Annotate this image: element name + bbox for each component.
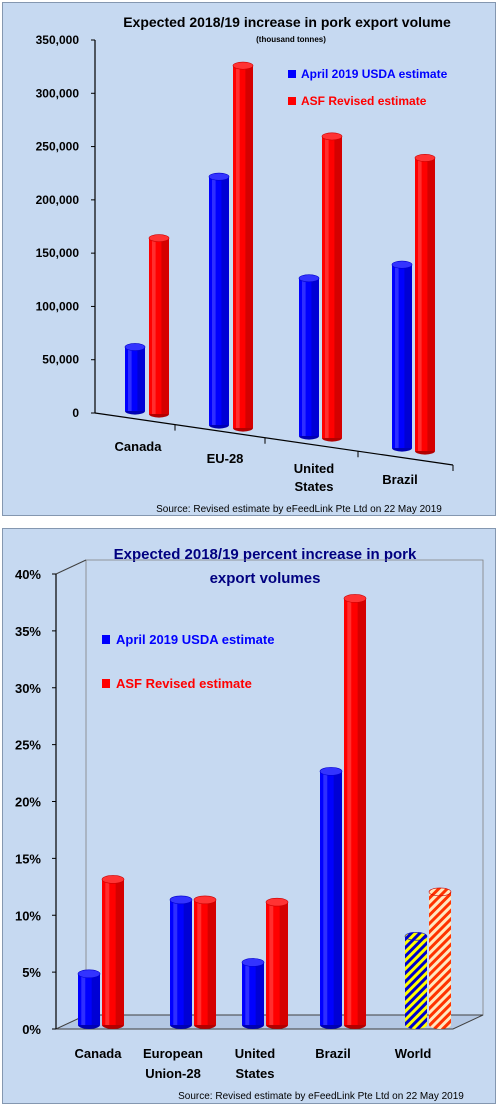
x-category-label: Brazil <box>315 1046 350 1061</box>
x-category-label: Brazil <box>382 472 417 487</box>
bar-usda-united-states <box>241 958 265 1029</box>
legend-label-usda: April 2019 USDA estimate <box>116 632 274 647</box>
x-category-label: United <box>294 461 335 476</box>
bar-asf-european-union-28 <box>193 895 217 1029</box>
bar-asf-united-states <box>265 897 289 1029</box>
y-tick-label: 150,000 <box>36 246 80 260</box>
x-category-label: United <box>235 1046 276 1061</box>
bar-usda-brazil <box>319 767 343 1029</box>
legend-label-asf: ASF Revised estimate <box>116 676 252 691</box>
x-axis-line <box>94 412 454 466</box>
y-tick-label: 100,000 <box>36 299 80 313</box>
bar-asf-brazil <box>343 594 367 1029</box>
y-tick-label: 30% <box>15 681 41 696</box>
x-category-label: Canada <box>115 439 163 454</box>
legend-swatch-asf <box>102 679 110 688</box>
bar-asf-eu-28 <box>232 61 254 432</box>
chart-panel-export-volume: Expected 2018/19 increase in pork export… <box>2 2 496 516</box>
bar-usda-canada <box>77 969 101 1029</box>
x-category-label: World <box>395 1046 432 1061</box>
x-category-label: States <box>294 479 333 494</box>
bar-usda-european-union-28 <box>169 895 193 1029</box>
legend-label-asf: ASF Revised estimate <box>301 94 427 108</box>
x-category-label: EU-28 <box>207 451 244 466</box>
bar-usda-brazil <box>391 260 413 452</box>
export-volume-chart: Expected 2018/19 increase in pork export… <box>36 14 454 515</box>
bar-asf-canada <box>148 234 170 418</box>
bar-usda-united-states <box>298 274 320 440</box>
chart-title-line-2: export volumes <box>210 570 321 587</box>
chart-title-line-1: Expected 2018/19 percent increase in por… <box>114 546 417 563</box>
chart-source: Source: Revised estimate by eFeedLink Pt… <box>156 504 442 515</box>
y-tick-label: 350,000 <box>36 33 80 47</box>
y-tick-label: 10% <box>15 908 41 923</box>
y-tick-label: 0 <box>72 406 79 420</box>
legend-swatch-usda <box>288 70 296 78</box>
x-category-label: Union-28 <box>145 1066 201 1081</box>
bar-asf-united-states <box>321 132 343 442</box>
bar-usda-canada <box>124 343 146 415</box>
chart-legend: April 2019 USDA estimate ASF Revised est… <box>102 632 274 691</box>
legend-swatch-asf <box>288 97 296 105</box>
x-category-label: States <box>235 1066 274 1081</box>
bar-usda-world <box>404 932 428 1029</box>
bar-asf-canada <box>101 875 125 1029</box>
bar-usda-eu-28 <box>208 172 230 429</box>
y-tick-label: 25% <box>15 738 41 753</box>
bar-asf-world <box>428 887 452 1029</box>
y-tick-label: 250,000 <box>36 140 80 154</box>
y-tick-label: 300,000 <box>36 86 80 100</box>
x-category-label: Canada <box>75 1046 123 1061</box>
y-tick-label: 20% <box>15 795 41 810</box>
y-tick-label: 5% <box>22 965 41 980</box>
chart-title: Expected 2018/19 increase in pork export… <box>123 14 451 30</box>
chart-legend: April 2019 USDA estimate ASF Revised est… <box>288 67 448 108</box>
legend-label-usda: April 2019 USDA estimate <box>301 67 448 81</box>
chart-panel-percent-increase: Expected 2018/19 percent increase in por… <box>2 528 496 1104</box>
y-tick-label: 200,000 <box>36 193 80 207</box>
y-tick-label: 35% <box>15 624 41 639</box>
x-category-label: European <box>143 1046 203 1061</box>
y-tick-label: 15% <box>15 851 41 866</box>
y-tick-label: 40% <box>15 567 41 582</box>
percent-increase-chart: Expected 2018/19 percent increase in por… <box>15 546 484 1102</box>
chart-source: Source: Revised estimate by eFeedLink Pt… <box>178 1091 464 1102</box>
chart-subtitle: (thousand tonnes) <box>256 35 326 44</box>
legend-swatch-usda <box>102 635 110 644</box>
y-tick-label: 50,000 <box>42 353 79 367</box>
y-tick-label: 0% <box>22 1022 41 1037</box>
bar-asf-brazil <box>414 154 436 455</box>
